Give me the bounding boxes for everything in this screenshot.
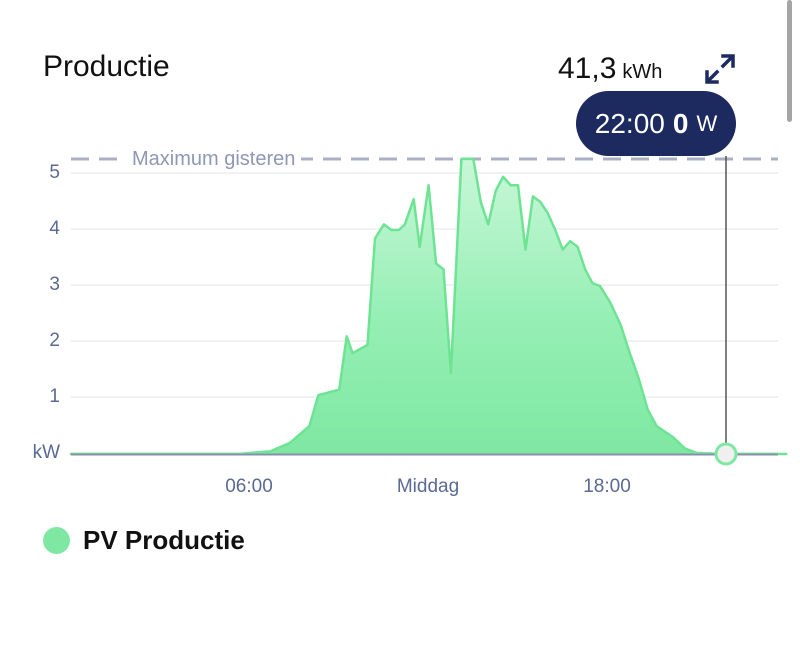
x-tick-noon: Middag (396, 476, 460, 497)
expand-button[interactable] (703, 52, 737, 86)
vertical-scrollbar[interactable] (787, 0, 792, 122)
y-tick-2: 2 (49, 330, 60, 351)
pv-area (69, 157, 788, 456)
page-title: Productie (43, 50, 170, 83)
total-value: 41,3 (558, 52, 617, 85)
tooltip-value: 0 (672, 107, 689, 139)
y-tick-1: 1 (49, 386, 60, 407)
legend-label: PV Productie (83, 525, 245, 555)
x-tick-0600: 06:00 (225, 476, 273, 497)
y-axis-unit: kW (32, 442, 60, 463)
legend-color-dot (43, 527, 70, 554)
legend-item-pv[interactable]: PV Productie (43, 525, 245, 556)
expand-arrows-icon (705, 54, 735, 84)
production-chart (69, 156, 788, 466)
y-tick-5: 5 (49, 162, 60, 183)
y-tick-4: 4 (49, 218, 60, 239)
total-unit: kWh (622, 61, 663, 83)
value-tooltip: 22:00 0 W (576, 91, 736, 156)
max-yesterday-label: Maximum gisteren (126, 148, 302, 171)
total-production: 41,3 kWh (558, 52, 662, 86)
tooltip-unit: W (696, 110, 718, 136)
x-tick-1800: 18:00 (583, 476, 631, 497)
y-tick-3: 3 (49, 274, 60, 295)
tooltip-time: 22:00 (594, 107, 665, 139)
crosshair-marker (714, 442, 738, 466)
